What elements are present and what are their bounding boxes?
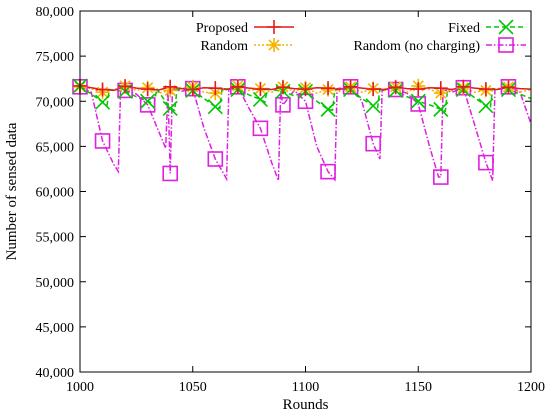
point-random-no-charging — [252, 120, 269, 137]
point-proposed — [140, 82, 155, 97]
point-fixed — [94, 94, 111, 110]
point-proposed — [321, 81, 336, 96]
point-proposed — [298, 82, 313, 97]
point-random-no-charging — [432, 169, 449, 185]
point-proposed — [185, 82, 200, 97]
x-tick-label: 1200 — [517, 380, 545, 395]
legend: Proposed Fixed Random Random (no charging) — [196, 19, 526, 54]
point-proposed — [163, 79, 178, 94]
y-axis: 40,000 45,000 50,000 55,000 60,000 65,000 70,0… — [36, 5, 531, 381]
point-random-no-charging — [207, 151, 224, 167]
y-tick-label: 75,000 — [36, 50, 75, 65]
x-axis: 1000 1050 1100 1150 1200 — [66, 11, 545, 395]
x-tick-label: 1000 — [66, 380, 94, 395]
point-proposed — [456, 79, 471, 94]
point-fixed — [410, 93, 426, 109]
y-tick-label: 55,000 — [36, 231, 75, 246]
x-tick-label: 1050 — [179, 380, 207, 395]
point-proposed — [388, 80, 403, 95]
point-proposed — [95, 82, 110, 97]
point-proposed — [253, 82, 268, 97]
legend-label-fixed: Fixed — [448, 21, 480, 36]
point-proposed — [478, 82, 493, 97]
y-tick-label: 60,000 — [36, 186, 75, 201]
legend-label-random-no-charging: Random (no charging) — [354, 39, 481, 54]
point-fixed — [478, 98, 494, 114]
y-tick-label: 80,000 — [36, 5, 75, 20]
legend-marker-random — [267, 38, 281, 52]
point-proposed — [208, 81, 223, 96]
point-fixed — [162, 100, 178, 117]
plot-frame — [79, 10, 532, 373]
point-proposed — [343, 79, 358, 94]
point-fixed — [140, 93, 156, 109]
y-tick-label: 70,000 — [36, 95, 75, 110]
point-proposed — [275, 80, 290, 95]
point-proposed — [118, 79, 133, 94]
point-proposed — [501, 80, 516, 95]
point-random-no-charging — [139, 97, 156, 113]
legend-label-random: Random — [201, 39, 249, 54]
point-fixed — [365, 98, 381, 114]
legend-marker-random-no-charging — [498, 37, 514, 53]
point-fixed — [252, 91, 268, 108]
point-proposed — [433, 81, 448, 96]
point-random-no-charging — [365, 135, 381, 152]
y-tick-label: 65,000 — [36, 140, 75, 155]
point-fixed — [433, 101, 449, 117]
point-proposed — [411, 82, 426, 97]
point-proposed — [366, 82, 381, 97]
legend-marker-proposed — [267, 20, 281, 34]
point-random-no-charging — [478, 154, 494, 171]
legend-marker-fixed — [498, 19, 514, 35]
x-axis-label: Rounds — [283, 397, 329, 413]
point-fixed — [320, 101, 336, 117]
y-tick-label: 40,000 — [36, 366, 75, 381]
y-tick-label: 45,000 — [36, 321, 75, 336]
x-tick-label: 1100 — [292, 380, 319, 395]
legend-label-proposed: Proposed — [196, 21, 248, 36]
point-proposed — [230, 79, 245, 94]
point-random-no-charging — [94, 133, 111, 149]
y-axis-label: Number of sensed data — [4, 122, 20, 260]
point-random-no-charging — [410, 96, 427, 112]
markers-layer — [72, 78, 517, 185]
point-fixed — [207, 99, 223, 115]
point-random-no-charging — [275, 97, 291, 113]
x-tick-label: 1150 — [405, 380, 432, 395]
point-random-no-charging — [320, 163, 336, 180]
point-random-no-charging — [162, 165, 178, 182]
y-tick-label: 50,000 — [36, 276, 75, 291]
